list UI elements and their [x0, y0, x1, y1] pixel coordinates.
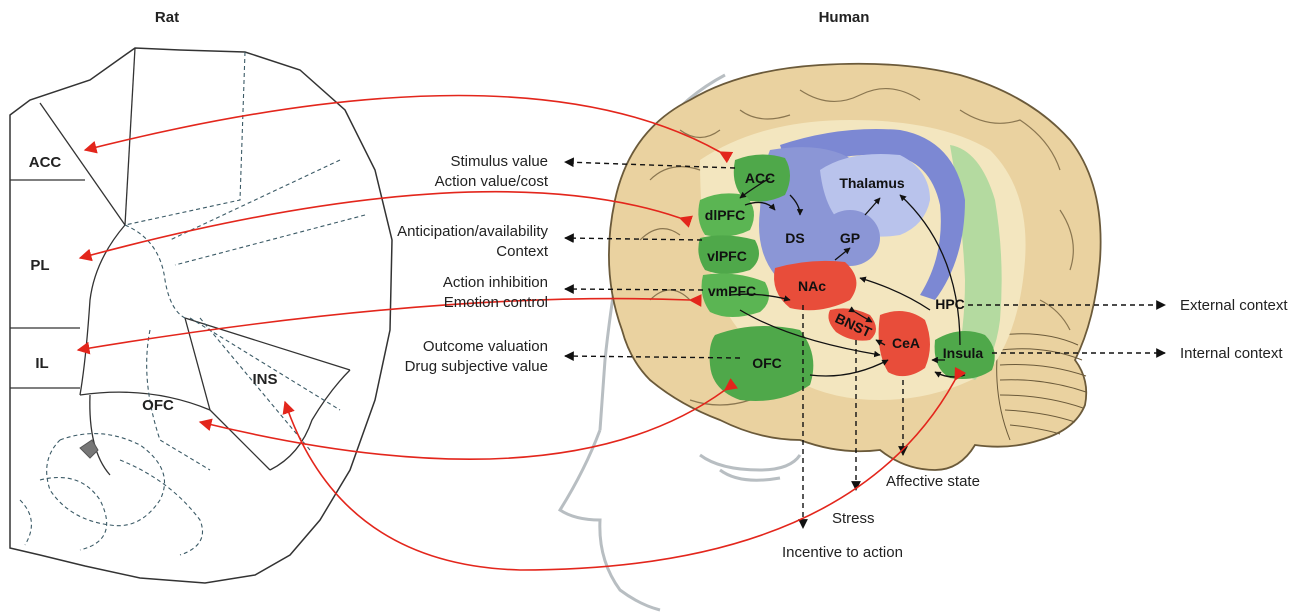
gp-region [820, 210, 880, 266]
correspondence-arrows [76, 94, 967, 571]
rat-acc-label: ACC [29, 154, 62, 171]
function-4-line1: Outcome valuation [423, 338, 548, 355]
acc-region [733, 154, 790, 202]
insula-label: Insula [943, 345, 984, 361]
rat-ventricle [79, 439, 99, 459]
dlpfc-label: dlPFC [705, 207, 745, 223]
rat-title: Rat [155, 9, 179, 26]
cea-region [878, 311, 930, 377]
function-1-line2: Action value/cost [435, 173, 549, 190]
gp-label: GP [840, 230, 860, 246]
vmpfc-label: vmPFC [708, 283, 756, 299]
human-title: Human [819, 9, 870, 26]
incentive-label: Incentive to action [782, 544, 903, 561]
external-context-label: External context [1180, 297, 1288, 314]
acc-label: ACC [745, 170, 775, 186]
function-3-line1: Action inhibition [443, 274, 548, 291]
affective-state-label: Affective state [886, 473, 980, 490]
function-2-line1: Anticipation/availability [397, 223, 548, 240]
rat-pl-label: PL [30, 257, 49, 274]
rat-ofc-label: OFC [142, 397, 174, 414]
hpc-label: HPC [935, 296, 965, 312]
vlpfc-region [698, 235, 759, 274]
function-3-line2: Emotion control [444, 294, 548, 311]
left-function-labels: Stimulus value Action value/cost Anticip… [397, 153, 549, 375]
function-2-line2: Context [496, 243, 549, 260]
dlpfc-region [698, 193, 754, 237]
ds-label: DS [785, 230, 804, 246]
internal-context-label: Internal context [1180, 345, 1283, 362]
thalamus-label: Thalamus [839, 175, 905, 191]
rat-il-label: IL [35, 355, 48, 372]
caudate-arc [780, 129, 965, 300]
function-4-line2: Drug subjective value [405, 358, 548, 375]
cea-label: CeA [892, 335, 920, 351]
function-1-line1: Stimulus value [450, 153, 548, 170]
nac-region [774, 260, 857, 311]
rat-ins-label: INS [252, 371, 277, 388]
stress-label: Stress [832, 510, 875, 527]
vmpfc-region [701, 273, 769, 317]
nac-label: NAc [798, 278, 826, 294]
vlpfc-label: vlPFC [707, 248, 747, 264]
ofc-label: OFC [752, 355, 782, 371]
human-brain: ACC dlPFC vlPFC vmPFC OFC DS GP Thalamus… [608, 62, 1102, 471]
